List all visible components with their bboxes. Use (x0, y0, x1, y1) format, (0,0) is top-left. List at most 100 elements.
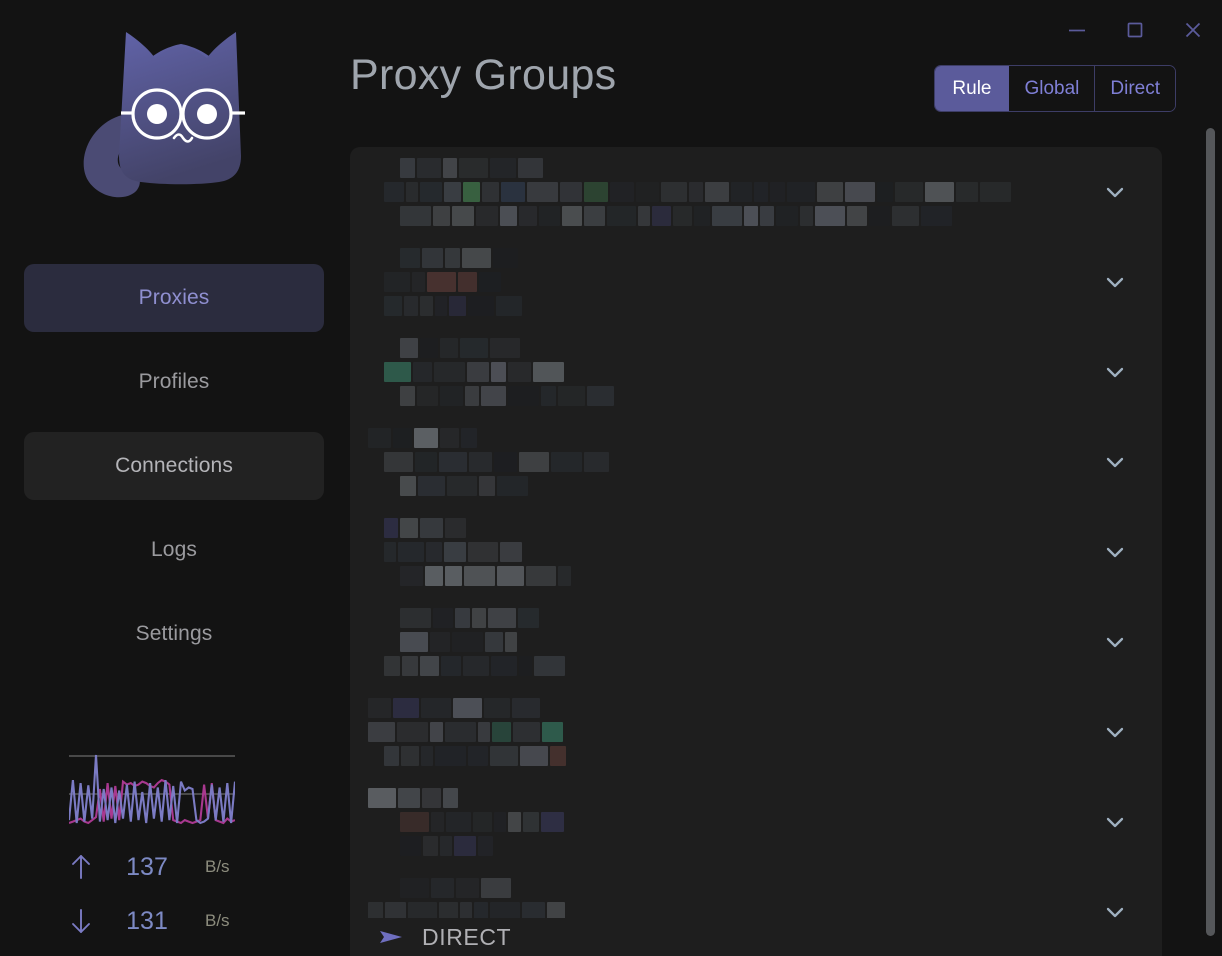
sidebar-item-label: Profiles (138, 370, 210, 393)
censored-block (413, 362, 432, 382)
sidebar-item-profiles[interactable]: Profiles (24, 348, 324, 416)
censored-block (925, 182, 954, 202)
sidebar-item-logs[interactable]: Logs (24, 516, 324, 584)
chevron-down-icon[interactable] (1100, 807, 1130, 837)
proxy-group-row[interactable] (350, 507, 1162, 597)
proxy-group-row[interactable] (350, 777, 1162, 867)
censored-block (458, 272, 477, 292)
censored-text-line (384, 656, 1162, 676)
censored-block (474, 902, 488, 922)
proxy-group-row[interactable] (350, 147, 1162, 237)
chevron-down-icon[interactable] (1100, 447, 1130, 477)
censored-block (526, 566, 556, 586)
sidebar-item-connections[interactable]: Connections (24, 432, 324, 500)
censored-block (547, 902, 565, 922)
censored-block (921, 206, 952, 226)
censored-block (420, 296, 433, 316)
sidebar-item-label: Proxies (138, 286, 210, 309)
censored-block (513, 722, 540, 742)
censored-block (462, 248, 491, 268)
mode-button-label: Global (1024, 77, 1080, 99)
censored-block (434, 362, 465, 382)
mode-button-rule[interactable]: Rule (935, 66, 1010, 111)
close-button[interactable] (1164, 8, 1222, 52)
censored-block (494, 452, 517, 472)
window-controls (1022, 0, 1222, 60)
censored-block (443, 788, 458, 808)
vertical-scrollbar[interactable] (1206, 120, 1216, 950)
maximize-button[interactable] (1106, 8, 1164, 52)
page-header: Proxy Groups Rule Global Direct (350, 0, 1222, 147)
chevron-down-icon[interactable] (1100, 897, 1130, 927)
censored-block (420, 338, 438, 358)
censored-text-line (368, 788, 1162, 808)
censored-block (558, 566, 571, 586)
censored-block (484, 698, 510, 718)
censored-block (500, 542, 522, 562)
scrollbar-thumb[interactable] (1206, 128, 1215, 936)
censored-block (465, 386, 479, 406)
chevron-down-icon[interactable] (1100, 627, 1130, 657)
close-icon (1180, 17, 1206, 43)
censored-text-line (384, 182, 1162, 202)
censored-block (460, 338, 488, 358)
current-proxy-label: DIRECT (422, 923, 512, 950)
proxy-group-row[interactable] (350, 327, 1162, 417)
censored-text-line (400, 608, 1162, 628)
censored-block (400, 386, 415, 406)
censored-block (488, 608, 516, 628)
current-proxy-indicator[interactable]: DIRECT (350, 918, 1162, 956)
censored-text-line (384, 452, 1162, 472)
censored-block (587, 386, 614, 406)
proxy-group-row[interactable] (350, 597, 1162, 687)
censored-block (398, 542, 424, 562)
proxy-group-row[interactable] (350, 687, 1162, 777)
censored-text-line (368, 722, 1162, 742)
censored-block (459, 158, 488, 178)
proxy-group-list[interactable]: DIRECT (350, 147, 1162, 956)
proxy-group-row[interactable] (350, 417, 1162, 507)
censored-block (418, 476, 445, 496)
censored-block (384, 182, 404, 202)
chevron-down-icon[interactable] (1100, 267, 1130, 297)
sidebar-item-settings[interactable]: Settings (24, 600, 324, 668)
chevron-down-icon[interactable] (1100, 357, 1130, 387)
censored-block (393, 698, 419, 718)
minimize-button[interactable] (1048, 8, 1106, 52)
mode-button-global[interactable]: Global (1009, 66, 1096, 111)
censored-block (800, 206, 813, 226)
censored-text-line (400, 812, 1162, 832)
censored-text-line (400, 158, 1162, 178)
chevron-down-icon[interactable] (1100, 537, 1130, 567)
sidebar-item-proxies[interactable]: Proxies (24, 264, 324, 332)
censored-block (400, 812, 429, 832)
mode-button-label: Direct (1110, 77, 1160, 99)
censored-block (426, 542, 442, 562)
main-content: Proxy Groups Rule Global Direct (348, 0, 1222, 956)
censored-block (440, 428, 459, 448)
censored-block (533, 362, 564, 382)
censored-block (445, 518, 466, 538)
censored-block (430, 632, 450, 652)
censored-block (421, 698, 451, 718)
censored-block (439, 902, 458, 922)
chevron-down-icon[interactable] (1100, 177, 1130, 207)
censored-block (661, 182, 687, 202)
censored-block (817, 182, 843, 202)
censored-block (491, 656, 517, 676)
sidebar: Proxies Profiles Connections Logs Settin… (0, 0, 348, 956)
censored-block (469, 452, 492, 472)
censored-block (541, 386, 556, 406)
chevron-down-icon[interactable] (1100, 717, 1130, 747)
cat-logo-icon (69, 22, 279, 237)
censored-block (877, 182, 893, 202)
censored-block (492, 722, 511, 742)
censored-block (385, 902, 406, 922)
mode-button-direct[interactable]: Direct (1095, 66, 1175, 111)
proxy-group-row[interactable] (350, 237, 1162, 327)
sidebar-item-label: Connections (115, 454, 233, 477)
censored-text-line (400, 386, 1162, 406)
censored-block (461, 428, 477, 448)
censored-block (519, 656, 532, 676)
censored-block (425, 566, 443, 586)
